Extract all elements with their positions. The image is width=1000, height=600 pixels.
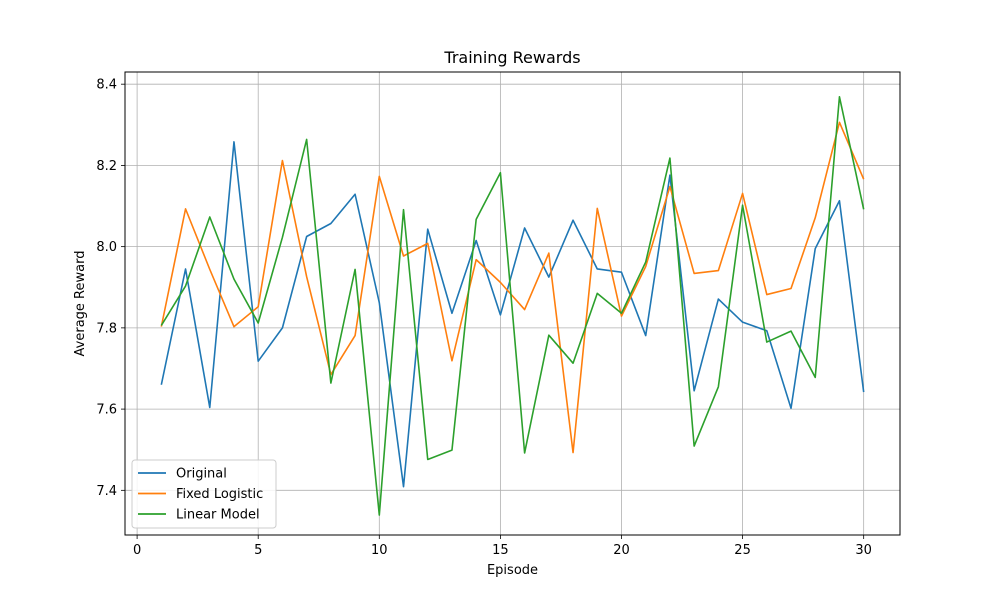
legend-label: Original xyxy=(176,467,227,482)
y-tick-label: 8.2 xyxy=(96,159,117,174)
y-tick-label: 7.6 xyxy=(96,403,117,418)
series-lines xyxy=(160,95,865,516)
series-line-original xyxy=(160,141,865,488)
x-tick-label: 10 xyxy=(371,543,388,558)
series-line-fixed-logistic xyxy=(160,121,865,454)
x-tick-label: 15 xyxy=(492,543,509,558)
y-tick-label: 8.0 xyxy=(96,240,117,255)
x-tick-label: 5 xyxy=(254,543,262,558)
y-tick-label: 7.8 xyxy=(96,321,117,336)
x-tick-label: 0 xyxy=(133,543,141,558)
y-tick-label: 7.4 xyxy=(96,484,117,499)
x-tick-label: 25 xyxy=(734,543,751,558)
y-tick-label: 8.4 xyxy=(96,78,117,93)
series-line-linear-model xyxy=(160,95,865,516)
x-tick-label: 20 xyxy=(613,543,630,558)
y-axis-label: Average Reward xyxy=(73,251,88,357)
legend: Original Fixed Logistic Linear Model xyxy=(131,459,277,529)
chart-title: Training Rewards xyxy=(443,48,580,67)
y-axis-ticks: 7.4 7.6 7.8 8.0 8.2 8.4 xyxy=(96,78,125,499)
plot-area-frame xyxy=(124,71,901,536)
x-tick-label: 30 xyxy=(855,543,872,558)
legend-label: Fixed Logistic xyxy=(176,487,263,502)
legend-box xyxy=(131,459,277,529)
x-axis-label: Episode xyxy=(487,563,538,578)
legend-label: Linear Model xyxy=(176,508,260,523)
x-axis-ticks: 0 5 10 15 20 25 30 xyxy=(133,535,872,558)
